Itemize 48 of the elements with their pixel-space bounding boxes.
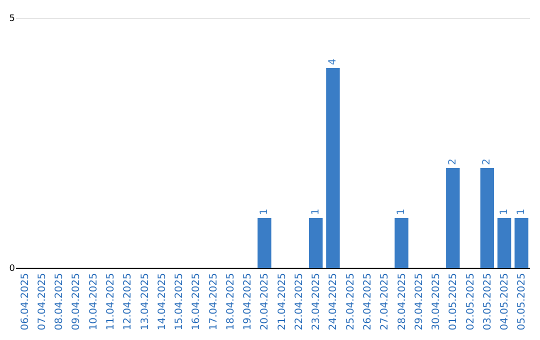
bar bbox=[514, 218, 528, 268]
x-tick-label: 10.04.2025 bbox=[88, 273, 100, 330]
x-tick-label: 29.04.2025 bbox=[414, 273, 425, 330]
y-tick-label: 0 bbox=[9, 264, 16, 274]
y-tick-label: 5 bbox=[9, 14, 15, 24]
x-tick-label: 11.04.2025 bbox=[105, 273, 116, 330]
x-tick-label: 03.05.2025 bbox=[482, 273, 494, 330]
x-tick-label: 22.04.2025 bbox=[294, 273, 305, 330]
x-tick-label: 18.04.2025 bbox=[225, 273, 236, 330]
x-tick-label: 19.04.2025 bbox=[242, 273, 254, 330]
data-label: 1 bbox=[310, 208, 322, 215]
x-tick-label: 12.04.2025 bbox=[122, 273, 134, 330]
bar bbox=[258, 218, 272, 268]
data-label: 1 bbox=[396, 208, 407, 215]
x-tick-label: 08.04.2025 bbox=[54, 273, 66, 330]
x-tick-label: 26.04.2025 bbox=[362, 273, 374, 330]
x-tick-label: 28.04.2025 bbox=[396, 273, 408, 330]
x-tick-label: 02.05.2025 bbox=[465, 273, 476, 330]
data-label: 2 bbox=[447, 158, 458, 165]
x-tick-label: 24.04.2025 bbox=[328, 273, 340, 330]
bar bbox=[446, 168, 460, 268]
bar bbox=[394, 218, 408, 268]
x-tick-label: 27.04.2025 bbox=[380, 273, 391, 330]
bar bbox=[497, 218, 512, 268]
x-tick-label: 09.04.2025 bbox=[71, 273, 82, 330]
x-tick-label: 06.04.2025 bbox=[20, 273, 31, 330]
data-label: 1 bbox=[498, 208, 510, 215]
x-tick-label: 16.04.2025 bbox=[191, 273, 202, 330]
bar bbox=[326, 68, 340, 268]
data-label: 1 bbox=[516, 208, 527, 215]
x-tick-label: 17.04.2025 bbox=[208, 273, 220, 330]
data-label: 1 bbox=[258, 208, 270, 215]
x-tick-label: 21.04.2025 bbox=[276, 273, 288, 330]
x-tick-label: 13.04.2025 bbox=[140, 273, 151, 330]
bar bbox=[308, 218, 323, 268]
x-tick-label: 07.04.2025 bbox=[36, 273, 48, 330]
data-label: 4 bbox=[327, 58, 338, 65]
data-label: 2 bbox=[482, 158, 493, 165]
x-tick-label: 15.04.2025 bbox=[174, 273, 186, 330]
x-tick-label: 05.05.2025 bbox=[516, 273, 528, 330]
x-tick-label: 14.04.2025 bbox=[156, 273, 168, 330]
x-tick-label: 20.04.2025 bbox=[260, 273, 271, 330]
x-tick-label: 23.04.2025 bbox=[311, 273, 322, 330]
x-tick-label: 04.05.2025 bbox=[500, 273, 511, 330]
x-tick-label: 30.04.2025 bbox=[431, 273, 442, 330]
x-tick-label: 25.04.2025 bbox=[345, 273, 356, 330]
bar bbox=[480, 168, 494, 268]
x-tick-label: 01.05.2025 bbox=[448, 273, 460, 330]
